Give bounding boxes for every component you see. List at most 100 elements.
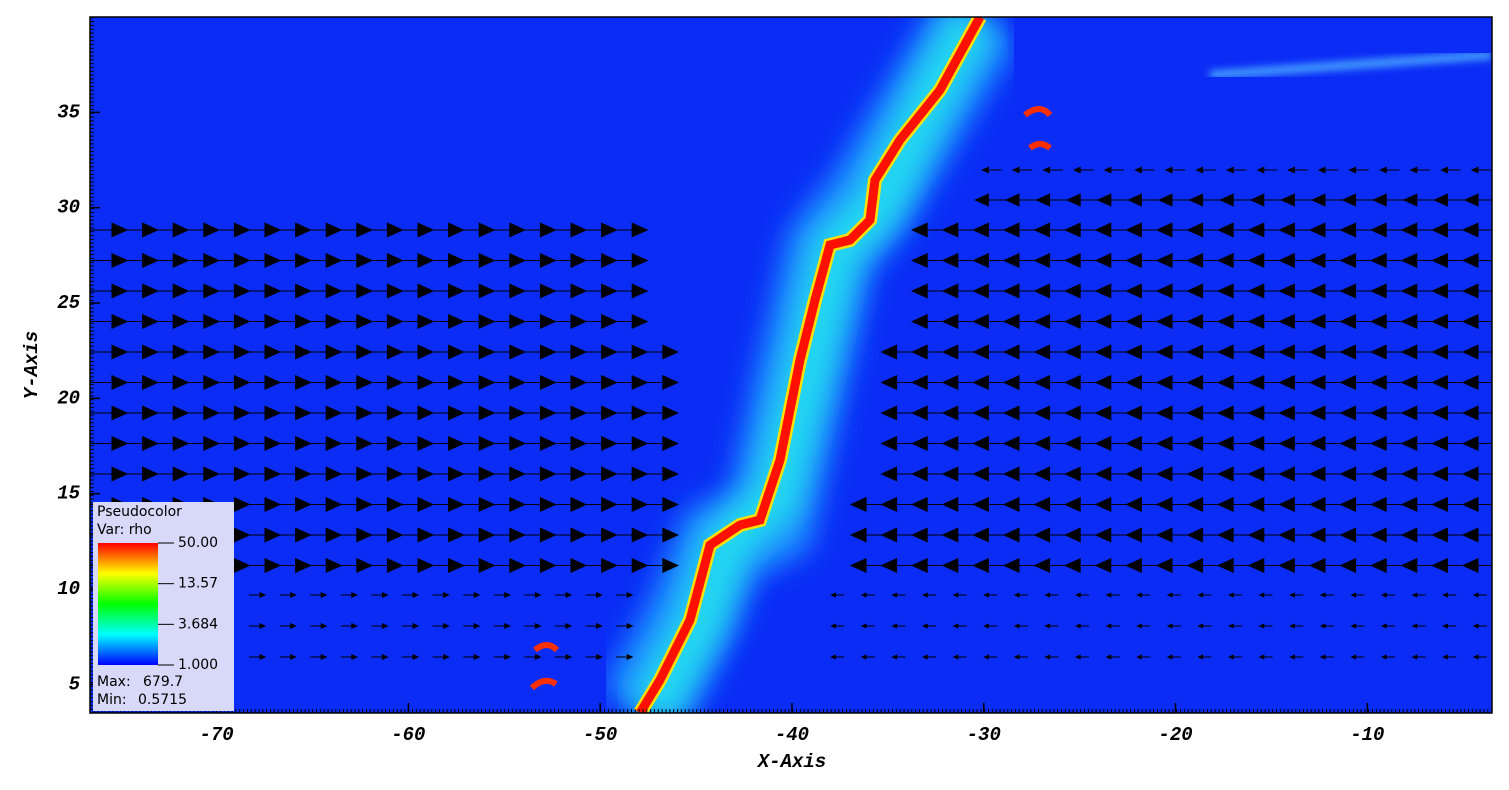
- vector-arrow: [1134, 166, 1155, 174]
- vector-arrow: [629, 344, 680, 360]
- vector-arrow: [952, 654, 967, 660]
- vector-arrow: [1319, 592, 1334, 598]
- colorbar-tick-label: 50.00: [178, 535, 218, 551]
- vector-arrow: [1289, 654, 1304, 660]
- vector-arrow: [1472, 623, 1487, 629]
- vector-arrow: [524, 653, 542, 661]
- vector-arrow: [1074, 654, 1089, 660]
- vector-arrow: [1287, 166, 1308, 174]
- vector-arrow: [1411, 592, 1426, 598]
- vector-arrow: [1157, 193, 1201, 207]
- vector-arrow: [599, 313, 649, 330]
- colorbar-tick-label: 3.684: [178, 616, 218, 632]
- y-tick-label: 10: [57, 578, 80, 600]
- vector-arrow: [585, 653, 603, 661]
- x-tick-label: -10: [1350, 724, 1384, 746]
- vector-arrow: [983, 623, 998, 629]
- legend: Pseudocolor Var: rho Max: 679.7 Min: 0.5…: [93, 502, 234, 711]
- glow-inner: [627, 17, 997, 713]
- vector-arrow: [981, 166, 1002, 174]
- vector-arrow: [340, 591, 359, 599]
- vector-arrow: [1341, 193, 1385, 207]
- vector-arrow: [1258, 592, 1273, 598]
- vector-arrow: [830, 654, 845, 660]
- legend-min: 0.5715: [138, 692, 187, 708]
- vector-arrow: [1227, 654, 1242, 660]
- vector-arrow: [1411, 654, 1426, 660]
- vector-arrow: [891, 623, 906, 629]
- vector-arrow: [1035, 193, 1079, 207]
- vector-arrow: [1380, 592, 1395, 598]
- vector-arrow: [1317, 166, 1339, 174]
- y-axis-label: Y-Axis: [21, 331, 43, 399]
- vector-arrow: [585, 591, 603, 599]
- vector-arrow: [1440, 166, 1461, 174]
- x-tick-label: -70: [199, 724, 233, 746]
- vector-arrow: [880, 344, 930, 360]
- vector-arrow: [983, 654, 998, 660]
- vector-arrow: [1065, 193, 1109, 207]
- vector-arrow: [279, 622, 297, 630]
- vector-arrow: [432, 622, 450, 630]
- vector-arrow: [1074, 623, 1089, 629]
- vector-arrow: [1350, 623, 1365, 629]
- vector-arrow: [1433, 193, 1476, 207]
- x-tick-label: -60: [391, 724, 425, 746]
- vector-arrow: [880, 374, 930, 391]
- vector-arrow: [1197, 654, 1212, 660]
- vector-arrow: [340, 622, 359, 630]
- vector-arrow: [1105, 654, 1120, 660]
- vector-arrow: [983, 592, 998, 598]
- vector-arrow: [1011, 166, 1033, 174]
- vector-arrow: [1127, 193, 1170, 207]
- filament: [636, 17, 984, 713]
- vector-arrow: [402, 591, 420, 599]
- vector-arrow: [880, 435, 930, 452]
- field: [90, 17, 1492, 713]
- vector-arrow: [629, 527, 680, 543]
- vector-arrow: [1227, 592, 1242, 598]
- vector-arrow: [493, 653, 512, 661]
- vector-arrow: [849, 557, 899, 574]
- vector-arrow: [1197, 592, 1212, 598]
- vector-arrow: [880, 466, 930, 482]
- vector-arrow: [1256, 166, 1277, 174]
- vector-arrow: [629, 496, 680, 513]
- vector-arrow: [1188, 193, 1232, 207]
- vector-arrow: [1166, 592, 1181, 598]
- legend-max: 679.7: [143, 674, 183, 690]
- vector-arrow: [1442, 654, 1457, 660]
- vector-arrow: [1136, 592, 1151, 598]
- vector-arrow: [493, 622, 512, 630]
- y-tick-label: 20: [57, 387, 80, 409]
- vector-arrow: [1072, 166, 1094, 174]
- vector-arrow: [1044, 592, 1059, 598]
- vector-arrow: [493, 591, 512, 599]
- vector-arrow: [1103, 166, 1124, 174]
- x-tick-label: -20: [1158, 724, 1192, 746]
- vector-arrow: [921, 623, 936, 629]
- colorbar-tick-label: 1.000: [178, 657, 218, 673]
- axes: -70 -60 -50 -40 -30 -20 -10 5 10 15 20 25 30 35: [57, 17, 1493, 746]
- y-tick-label: 30: [57, 197, 80, 219]
- vector-arrow: [616, 653, 634, 661]
- vector-arrow: [1136, 654, 1151, 660]
- vector-arrow: [1197, 623, 1212, 629]
- vector-arrow: [1044, 623, 1059, 629]
- vector-arrow: [1319, 623, 1334, 629]
- vector-arrow: [1004, 193, 1048, 207]
- vector-arrow: [1013, 592, 1028, 598]
- vector-arrow: [524, 591, 542, 599]
- vector-arrow: [910, 252, 961, 269]
- vector-arrow: [849, 496, 899, 513]
- vector-arrow: [1319, 654, 1334, 660]
- vector-arrow: [1105, 592, 1120, 598]
- vector-field: [90, 166, 1492, 661]
- vector-arrow: [1470, 166, 1492, 174]
- vector-arrow: [1164, 166, 1186, 174]
- y-tick-label: 35: [57, 101, 80, 123]
- vector-arrow: [860, 623, 875, 629]
- vector-arrow: [310, 622, 328, 630]
- vector-arrow: [1105, 623, 1120, 629]
